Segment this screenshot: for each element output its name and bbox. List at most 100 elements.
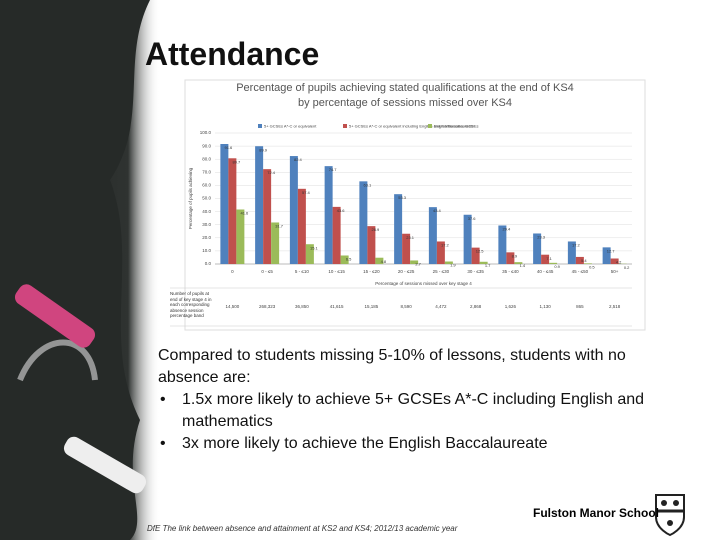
chalk-scribble — [17, 339, 98, 382]
bar — [367, 226, 376, 264]
x-tick-label: 0 - ≤5 — [261, 269, 273, 274]
data-label: 53.3 — [398, 195, 407, 200]
y-tick-label: 10.0 — [202, 248, 211, 253]
data-label: 37.6 — [468, 216, 477, 221]
table-value: 4,472 — [435, 304, 447, 309]
data-label: 12.5 — [476, 249, 485, 254]
bar — [324, 166, 333, 264]
bar — [428, 207, 437, 264]
bar — [541, 254, 550, 264]
bar — [289, 156, 298, 264]
legend-swatch — [428, 124, 432, 128]
bar — [575, 256, 584, 264]
y-tick-label: 30.0 — [202, 222, 211, 227]
chart-frame — [184, 79, 646, 331]
data-label: 89.9 — [259, 147, 268, 152]
bar — [602, 247, 611, 264]
data-label: 28.9 — [371, 227, 380, 232]
school-crest — [655, 494, 685, 537]
y-tick-label: 60.0 — [202, 183, 211, 188]
data-label: 7.1 — [546, 256, 552, 261]
chalkboard-edge — [0, 0, 150, 540]
y-tick-label: 100.0 — [200, 130, 212, 135]
bar — [359, 181, 368, 264]
bullet: 3x more likely to achieve the English Ba… — [160, 433, 678, 455]
table-value: 1,130 — [539, 304, 551, 309]
data-label: 43.4 — [433, 208, 442, 213]
table-value: 2,518 — [609, 304, 621, 309]
data-label: 1.7 — [485, 263, 491, 268]
bar — [610, 258, 619, 264]
x-tick-label: 10 - ≤15 — [328, 269, 345, 274]
bar — [479, 261, 488, 264]
bar — [228, 158, 237, 264]
y-tick-label: 90.0 — [202, 143, 211, 148]
bullet-list: 1.5x more likely to achieve 5+ GCSEs A*-… — [158, 389, 678, 455]
bar — [444, 261, 453, 264]
data-label: 2.7 — [415, 262, 421, 267]
data-label: 17.2 — [572, 243, 581, 248]
chalk-pink — [14, 284, 96, 348]
table-value: 15,185 — [364, 304, 378, 309]
data-label: 4.8 — [381, 259, 387, 264]
data-label: 8.9 — [512, 253, 518, 258]
bar — [549, 262, 558, 264]
bar — [463, 214, 472, 264]
x-tick-label: 15 - ≤20 — [363, 269, 380, 274]
data-label: 6.5 — [346, 257, 352, 262]
data-label: 74.7 — [329, 167, 338, 172]
data-label: 82.4 — [294, 157, 303, 162]
legend-label: 5+ GCSEs A*-C or equivalent — [264, 124, 317, 129]
data-label: 63.1 — [363, 182, 372, 187]
x-tick-label: 40 - ≤45 — [537, 269, 554, 274]
bar — [506, 252, 515, 264]
chart-title: by percentage of sessions missed over KS… — [298, 97, 512, 109]
legend-label: 5+ GCSEs A*-C or equivalent including En… — [349, 124, 479, 129]
legend-label: English Baccalaureate — [434, 124, 475, 129]
data-label: 17.2 — [441, 243, 450, 248]
body-text: Compared to students missing 5-10% of le… — [158, 345, 678, 455]
data-label: 23.1 — [406, 235, 415, 240]
x-tick-label: 30 - ≤35 — [467, 269, 484, 274]
data-label: 0.2 — [624, 265, 630, 270]
data-label: 80.7 — [232, 159, 241, 164]
data-label: 31.7 — [275, 224, 284, 229]
data-label: 0.9 — [554, 264, 560, 269]
table-value: 36,850 — [295, 304, 309, 309]
table-value: 14,500 — [225, 304, 239, 309]
legend-swatch — [258, 124, 262, 128]
x-tick-label: 45 - ≤50 — [572, 269, 589, 274]
table-value: 8,590 — [400, 304, 412, 309]
bar — [375, 257, 384, 264]
data-label: 29.4 — [502, 227, 511, 232]
y-tick-label: 70.0 — [202, 169, 211, 174]
bar — [471, 247, 480, 264]
y-tick-label: 40.0 — [202, 209, 211, 214]
table-value: 865 — [576, 304, 584, 309]
bar — [567, 241, 576, 264]
chalk-white — [63, 436, 147, 494]
school-name: Fulston Manor School — [533, 506, 659, 520]
table-value: 2,868 — [470, 304, 482, 309]
bar — [498, 225, 507, 264]
bar — [340, 255, 349, 264]
x-tick-label: 35 - ≤40 — [502, 269, 519, 274]
bar — [263, 169, 272, 264]
bullet: 1.5x more likely to achieve 5+ GCSEs A*-… — [160, 389, 678, 433]
data-label: 1.4 — [520, 263, 526, 268]
bar — [297, 188, 306, 264]
data-label: 91.6 — [224, 145, 233, 150]
bar — [332, 206, 341, 264]
bar — [305, 244, 314, 264]
x-axis-title: Percentage of sessions missed over key s… — [375, 281, 472, 286]
bar — [394, 194, 403, 264]
bar — [583, 263, 592, 264]
data-label: 23.3 — [537, 235, 546, 240]
y-tick-label: 0.0 — [205, 261, 212, 266]
bar — [410, 260, 419, 264]
bar — [402, 233, 411, 264]
data-label: 57.4 — [302, 190, 311, 195]
x-tick-label: 0 — [231, 269, 234, 274]
y-tick-label: 50.0 — [202, 196, 211, 201]
